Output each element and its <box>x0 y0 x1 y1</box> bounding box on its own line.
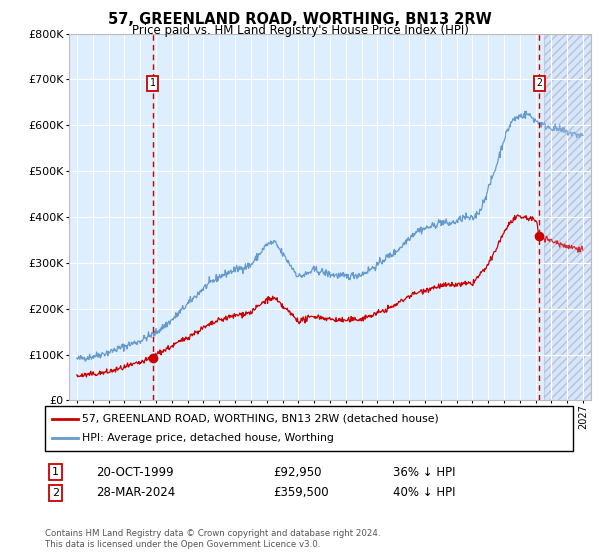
Text: Contains HM Land Registry data © Crown copyright and database right 2024.
This d: Contains HM Land Registry data © Crown c… <box>45 529 380 549</box>
Text: HPI: Average price, detached house, Worthing: HPI: Average price, detached house, Wort… <box>82 433 334 444</box>
Bar <box>544 34 591 400</box>
Bar <box>544 34 591 400</box>
Text: 57, GREENLAND ROAD, WORTHING, BN13 2RW (detached house): 57, GREENLAND ROAD, WORTHING, BN13 2RW (… <box>82 413 439 423</box>
Text: 36% ↓ HPI: 36% ↓ HPI <box>393 465 455 479</box>
Text: 57, GREENLAND ROAD, WORTHING, BN13 2RW: 57, GREENLAND ROAD, WORTHING, BN13 2RW <box>108 12 492 27</box>
Text: Price paid vs. HM Land Registry's House Price Index (HPI): Price paid vs. HM Land Registry's House … <box>131 24 469 36</box>
Text: 2: 2 <box>536 78 542 88</box>
Text: 28-MAR-2024: 28-MAR-2024 <box>96 486 175 500</box>
Text: 2: 2 <box>52 488 59 498</box>
Text: 20-OCT-1999: 20-OCT-1999 <box>96 465 173 479</box>
Text: 40% ↓ HPI: 40% ↓ HPI <box>393 486 455 500</box>
Text: £359,500: £359,500 <box>273 486 329 500</box>
Text: 1: 1 <box>150 78 155 88</box>
Text: £92,950: £92,950 <box>273 465 322 479</box>
Text: 1: 1 <box>52 467 59 477</box>
